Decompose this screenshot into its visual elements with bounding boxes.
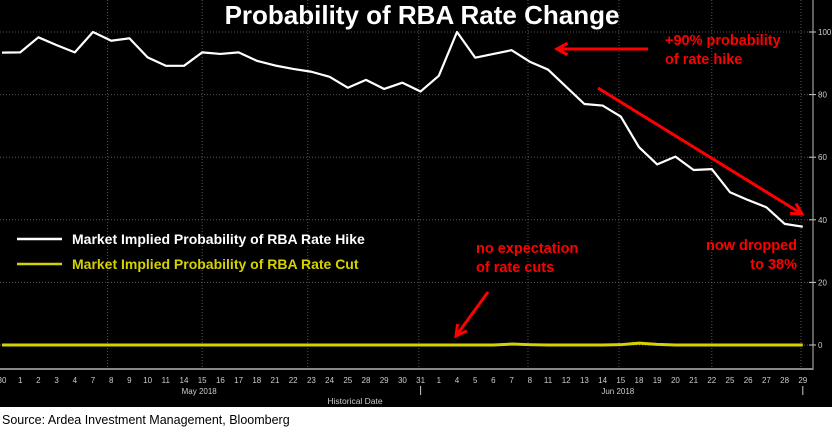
- x-tick-label: 26: [744, 376, 753, 385]
- x-tick-label: 11: [162, 376, 171, 385]
- x-tick-label: 4: [73, 376, 78, 385]
- x-tick-label: 9: [127, 376, 132, 385]
- x-tick-label: 29: [798, 376, 807, 385]
- x-tick-label: 4: [455, 376, 460, 385]
- arrow-down-trend: [597, 86, 803, 216]
- y-tick-label: 80: [818, 91, 827, 100]
- x-tick-label: 30: [0, 376, 7, 385]
- x-axis-title: Historical Date: [327, 396, 383, 406]
- x-tick-label: 1: [18, 376, 23, 385]
- x-tick-label: 19: [653, 376, 662, 385]
- y-tick-label: 20: [818, 278, 827, 287]
- arrow-left-head: [553, 41, 569, 57]
- arrow-no-cuts: [454, 291, 490, 337]
- x-tick-label: 24: [325, 376, 334, 385]
- x-tick-label: 3: [54, 376, 59, 385]
- x-tick-label: 7: [509, 376, 514, 385]
- x-tick-label: 20: [671, 376, 680, 385]
- x-tick-label: 11: [544, 376, 553, 385]
- month-label: May 2018: [182, 387, 218, 396]
- x-tick-label: 22: [289, 376, 298, 385]
- x-tick-label: 14: [180, 376, 189, 385]
- x-tick-label: 22: [707, 376, 716, 385]
- x-tick-label: 18: [635, 376, 644, 385]
- x-tick-label: 13: [580, 376, 589, 385]
- x-tick-label: 6: [491, 376, 496, 385]
- x-tick-label: 28: [362, 376, 371, 385]
- annotation-hike: of rate hike: [665, 52, 742, 68]
- arrow-no-cuts-head: [454, 323, 468, 339]
- annotation-dropped: to 38%: [750, 257, 797, 273]
- legend-label: Market Implied Probability of RBA Rate H…: [72, 231, 365, 247]
- y-tick-label: 60: [818, 153, 827, 162]
- x-tick-label: 15: [198, 376, 207, 385]
- x-tick-label: 29: [380, 376, 389, 385]
- x-tick-label: 16: [216, 376, 225, 385]
- chart-title: Probability of RBA Rate Change: [225, 0, 620, 30]
- x-tick-label: 5: [473, 376, 478, 385]
- x-tick-label: 17: [234, 376, 243, 385]
- x-tick-label: 21: [271, 376, 280, 385]
- x-tick-label: 8: [109, 376, 114, 385]
- x-tick-label: 7: [91, 376, 96, 385]
- y-tick-label: 100: [818, 28, 832, 37]
- x-tick-label: 27: [762, 376, 771, 385]
- x-tick-label: 8: [528, 376, 533, 385]
- x-tick-label: 10: [143, 376, 152, 385]
- chart-svg: 0204060801003012347891011141516171821222…: [0, 0, 832, 407]
- month-label: Jun 2018: [601, 387, 634, 396]
- annotation-no-cuts: no expectation: [476, 241, 578, 257]
- annotation-no-cuts: of rate cuts: [476, 260, 554, 276]
- x-tick-label: 21: [689, 376, 698, 385]
- y-tick-label: 40: [818, 216, 827, 225]
- x-tick-label: 28: [780, 376, 789, 385]
- y-tick-label: 0: [818, 341, 823, 350]
- x-tick-label: 25: [726, 376, 735, 385]
- annotation-hike: +90% probability: [665, 33, 781, 49]
- annotation-dropped: now dropped: [706, 238, 797, 254]
- x-tick-label: 12: [562, 376, 571, 385]
- x-tick-label: 31: [416, 376, 425, 385]
- legend-label: Market Implied Probability of RBA Rate C…: [72, 256, 359, 272]
- x-tick-label: 18: [252, 376, 261, 385]
- x-tick-label: 14: [598, 376, 607, 385]
- x-tick-label: 1: [437, 376, 442, 385]
- x-tick-label: 25: [343, 376, 352, 385]
- source-note: Source: Ardea Investment Management, Blo…: [2, 413, 290, 427]
- x-tick-label: 2: [36, 376, 41, 385]
- x-tick-label: 30: [398, 376, 407, 385]
- arrow-down-trend-head: [789, 202, 805, 216]
- x-tick-label: 15: [616, 376, 625, 385]
- chart-background: [0, 0, 832, 407]
- x-tick-label: 23: [307, 376, 316, 385]
